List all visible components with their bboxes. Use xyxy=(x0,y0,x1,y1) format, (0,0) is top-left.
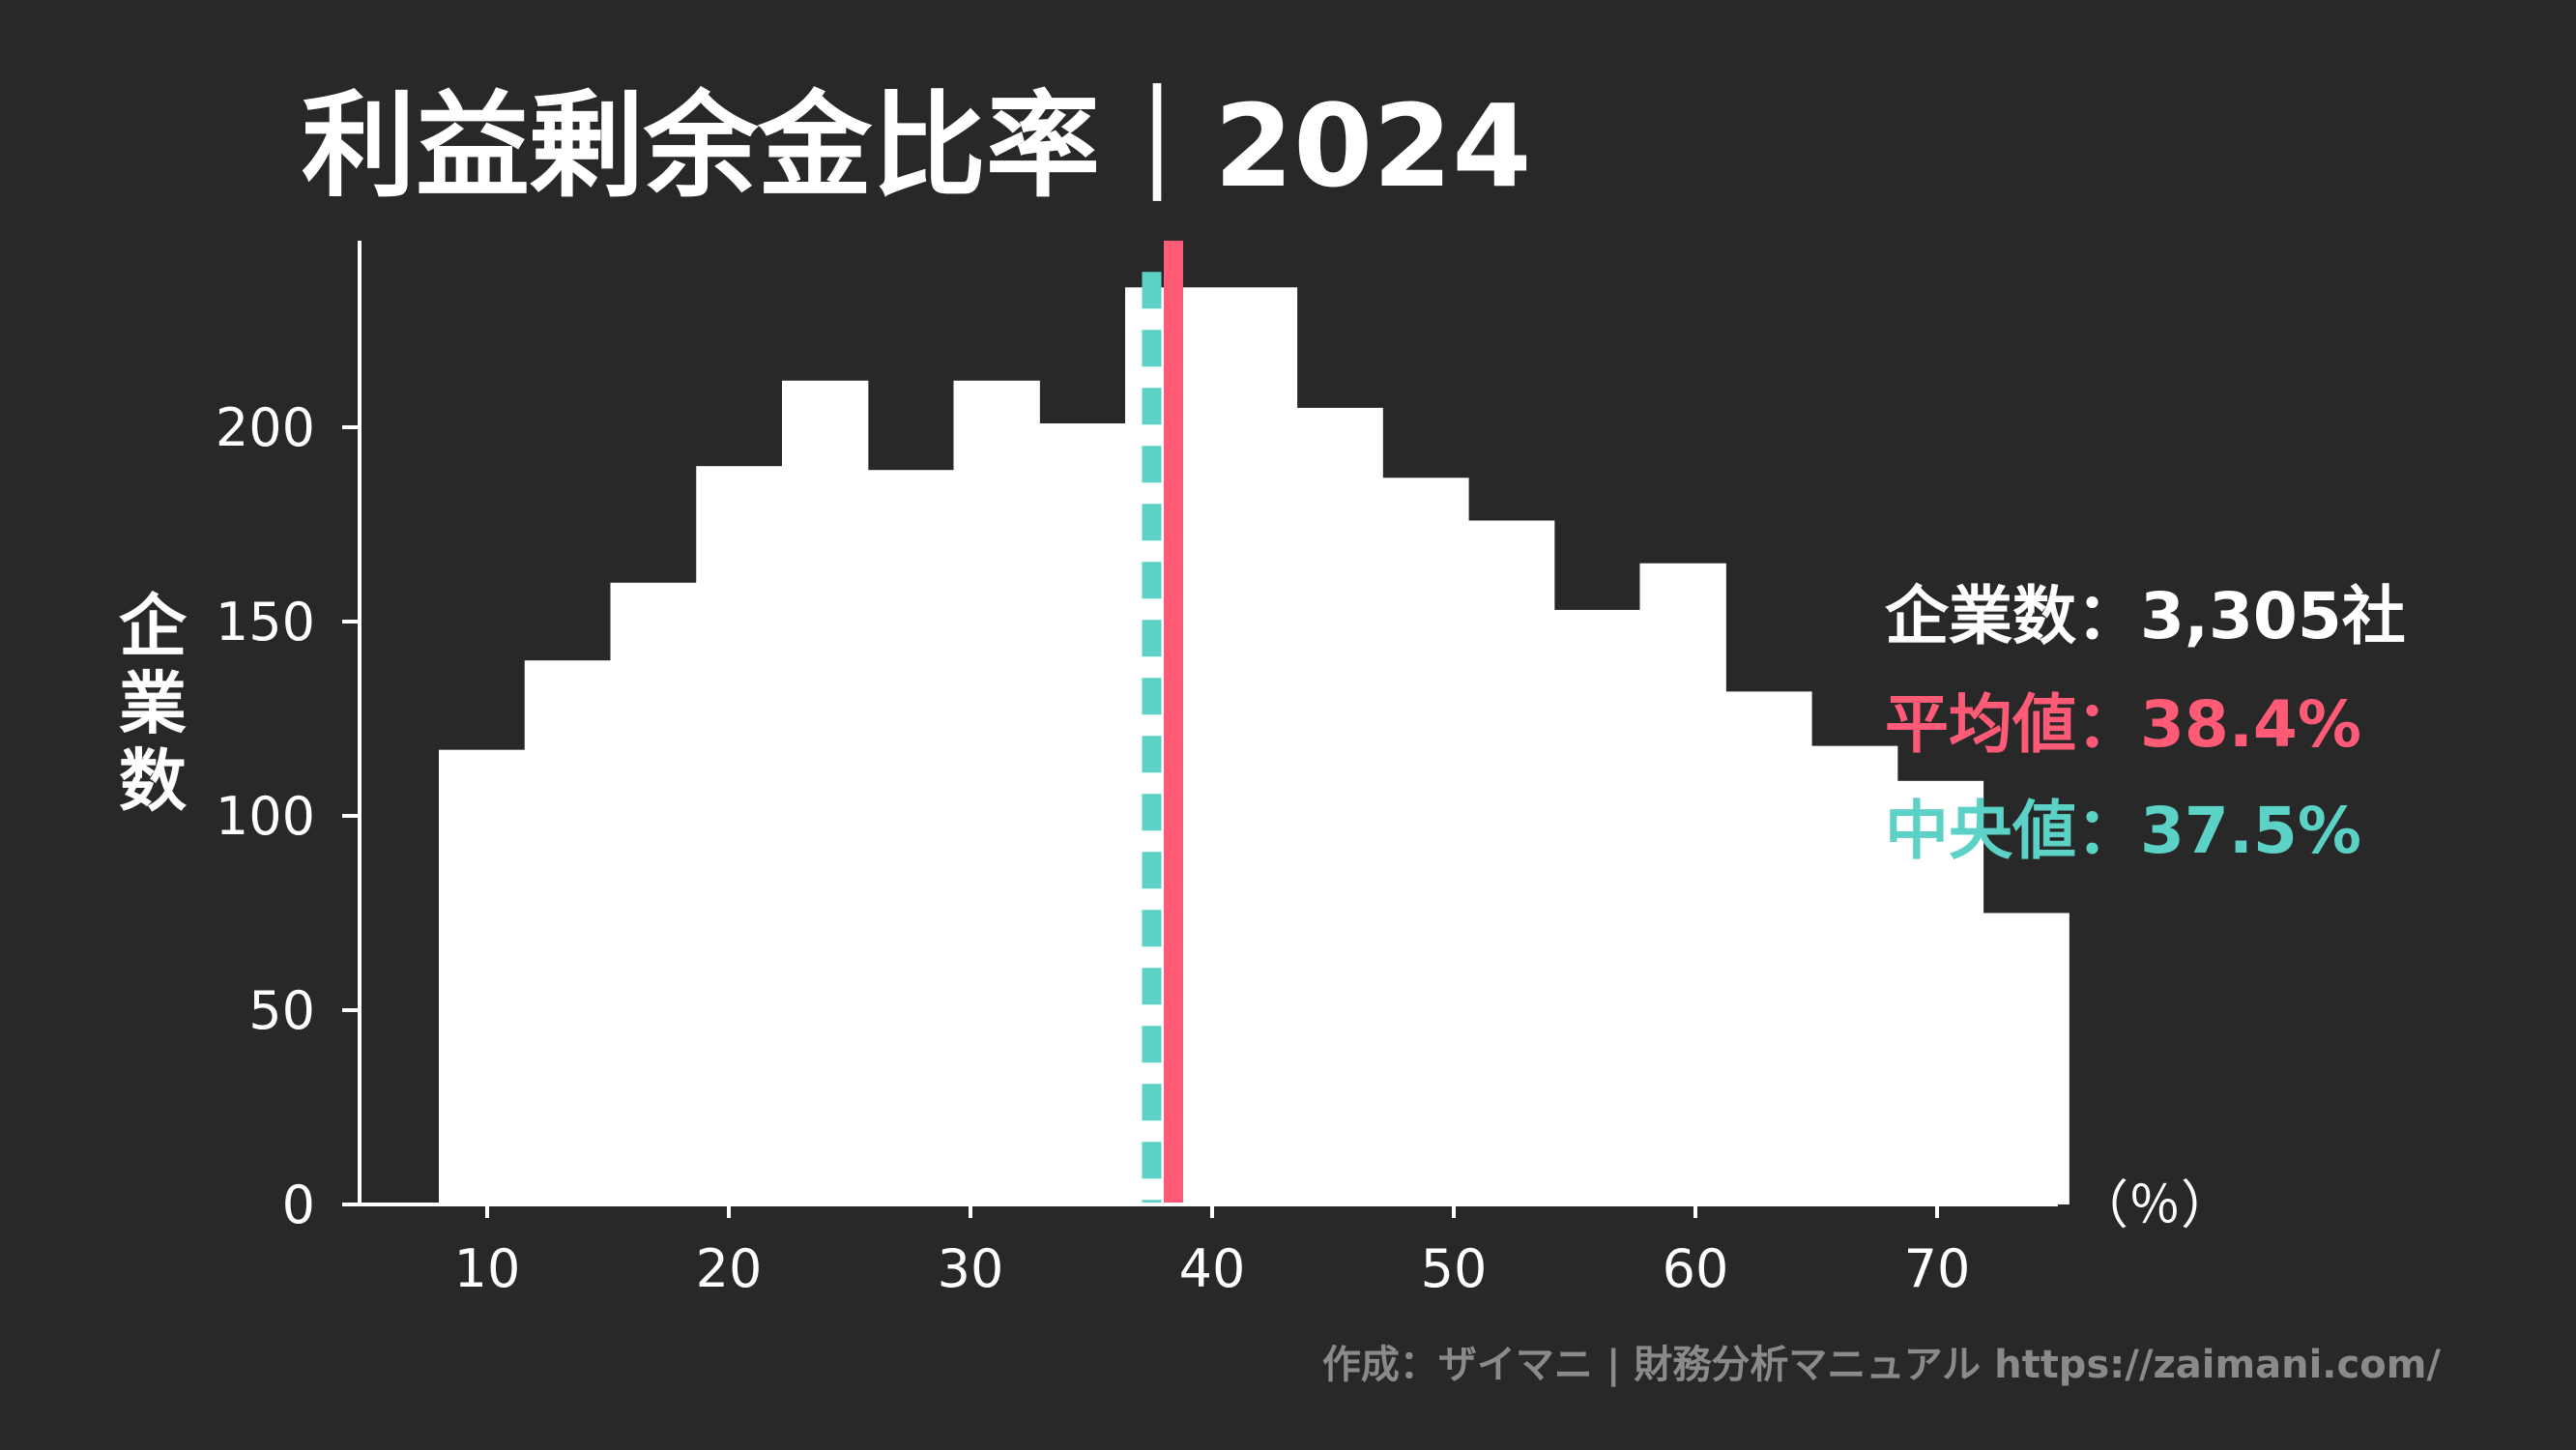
mean-value: 38.4% xyxy=(2140,687,2361,762)
x-tick-label: 20 xyxy=(696,1238,763,1299)
histogram-bar xyxy=(1639,563,1726,1204)
histogram-bar xyxy=(1896,780,1984,1204)
median-stat: 中央値：37.5% xyxy=(1885,794,2361,868)
x-tick-label: 10 xyxy=(454,1238,521,1299)
y-tick-label: 150 xyxy=(216,592,315,652)
count-value: 3,305社 xyxy=(2140,579,2406,653)
median-sep: ： xyxy=(2076,794,2140,868)
histogram-bar xyxy=(867,470,955,1205)
y-axis-label-char: 業 xyxy=(119,664,187,743)
histogram-bar xyxy=(1382,478,1469,1204)
y-tick-label: 0 xyxy=(282,1174,315,1235)
y-axis-label-char: 企 xyxy=(119,587,188,666)
histogram-bar xyxy=(953,380,1040,1204)
x-tick-label: 30 xyxy=(938,1238,1004,1299)
reference-lines xyxy=(1142,241,1183,1204)
y-tick-label: 200 xyxy=(216,397,315,458)
credit-text: 作成：ザイマニ | 財務分析マニュアル https://zaimani.com/ xyxy=(1322,1343,2441,1388)
median-label: 中央値 xyxy=(1885,794,2076,868)
x-tick-label: 50 xyxy=(1421,1238,1488,1299)
x-tick-label: 40 xyxy=(1179,1238,1246,1299)
histogram-bar xyxy=(1296,407,1383,1204)
x-unit-label: （％） xyxy=(2076,1174,2233,1235)
axes xyxy=(342,241,2058,1218)
histogram-bar xyxy=(782,380,869,1204)
median-value: 37.5% xyxy=(2140,794,2361,868)
histogram-bars xyxy=(439,287,2069,1205)
histogram-bar xyxy=(696,466,783,1204)
count-sep: ： xyxy=(2076,579,2140,653)
histogram-bar xyxy=(1553,609,1641,1204)
histogram-bar xyxy=(610,582,697,1204)
mean-label: 平均値 xyxy=(1885,687,2076,762)
histogram-bar xyxy=(1811,745,1898,1204)
count-stat: 企業数：3,305社 xyxy=(1885,579,2406,653)
count-label: 企業数 xyxy=(1885,579,2076,653)
y-axis-label: 企業数 xyxy=(119,587,188,821)
histogram-bar xyxy=(1983,913,2069,1204)
x-tick-label: 70 xyxy=(1904,1238,1971,1299)
histogram-bar xyxy=(1468,520,1555,1204)
x-tick-label: 60 xyxy=(1663,1238,1729,1299)
histogram-bar xyxy=(439,749,526,1204)
mean-stat: 平均値：38.4% xyxy=(1885,687,2361,762)
y-tick-label: 100 xyxy=(216,786,315,847)
chart-title: 利益剰余金比率｜2024 xyxy=(302,79,1531,213)
y-tick-label: 50 xyxy=(248,980,315,1041)
mean-sep: ： xyxy=(2076,687,2140,762)
histogram-bar xyxy=(524,660,612,1204)
histogram-bar xyxy=(1039,422,1126,1205)
histogram-bar xyxy=(1210,287,1298,1204)
y-axis-label-char: 数 xyxy=(119,741,187,821)
y-tick-labels: 0 50 100 150 200 xyxy=(216,397,315,1235)
histogram-bar xyxy=(1725,691,1812,1204)
stats-box: 企業数：3,305社 平均値：38.4% 中央値：37.5% xyxy=(1885,579,2406,868)
x-tick-labels: 10 20 30 40 50 60 70 xyxy=(454,1238,1971,1299)
